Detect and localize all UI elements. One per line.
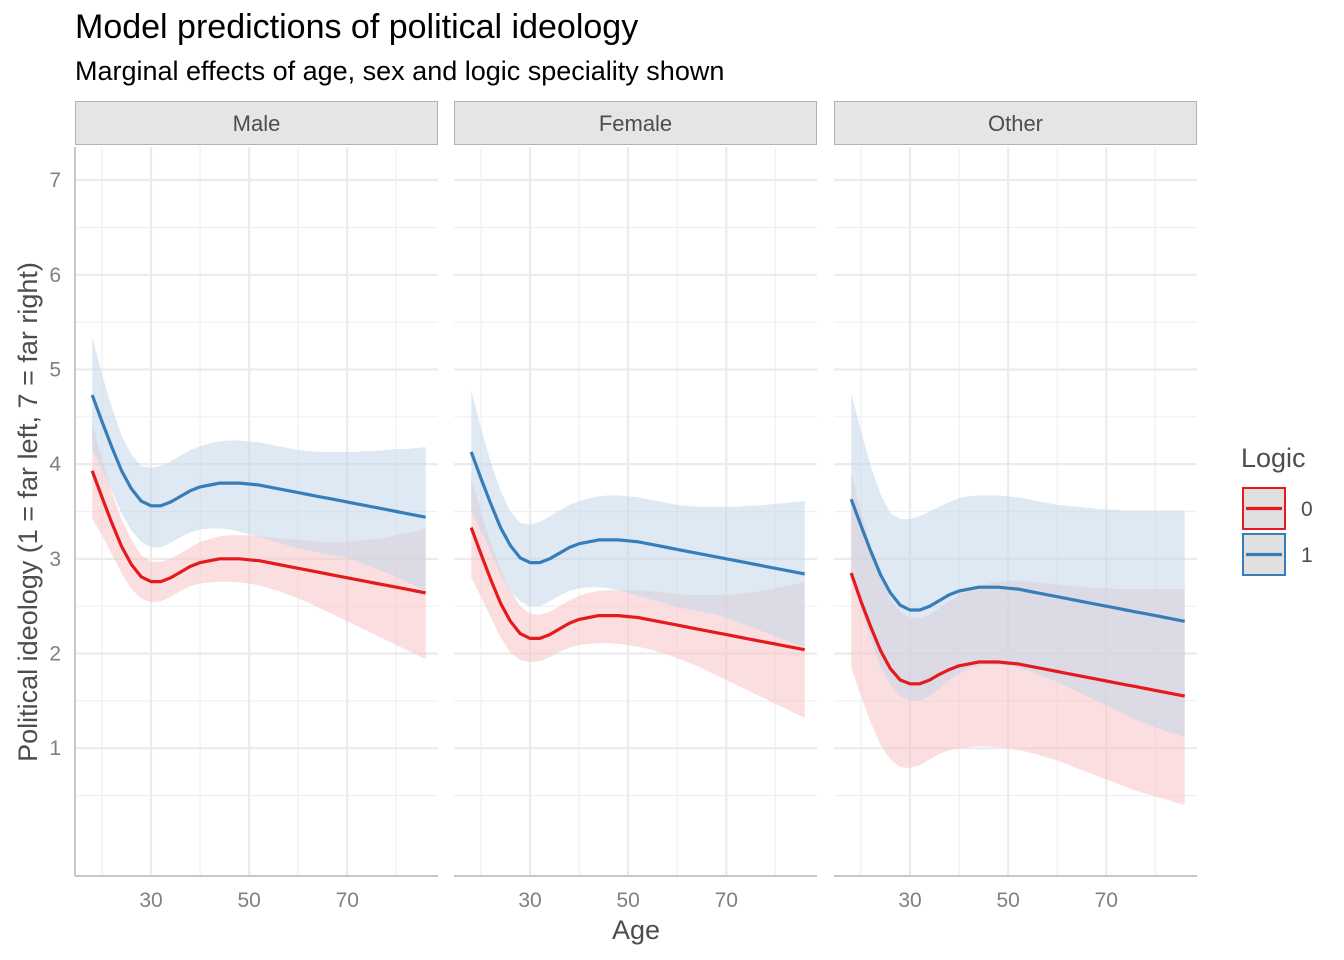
facet-strip-label: Male bbox=[233, 111, 281, 136]
ribbon-logic-0 bbox=[471, 478, 805, 718]
legend-label: 0 bbox=[1301, 498, 1313, 521]
ribbon-logic-1 bbox=[471, 390, 805, 648]
facet-panel-other: Other 30 50 70 bbox=[834, 101, 1197, 912]
x-tick-label: 70 bbox=[715, 889, 738, 912]
x-tick-label: 70 bbox=[1095, 889, 1118, 912]
ribbon-logic-1 bbox=[92, 336, 426, 591]
y-tick-label: 4 bbox=[49, 453, 61, 476]
facet-strip bbox=[75, 101, 438, 145]
facet-panel-male: Male 30 50 70 1 2 3 4 5 6 7 bbox=[49, 101, 438, 912]
series-line-logic-1 bbox=[849, 498, 1186, 623]
facet-strip-label: Other bbox=[988, 111, 1043, 136]
legend-key-1 bbox=[1242, 533, 1286, 576]
series-line-logic-1 bbox=[90, 394, 427, 519]
series-line-logic-0 bbox=[469, 527, 806, 652]
facet-panel-female: Female 30 50 70 bbox=[454, 101, 817, 912]
x-tick-label: 30 bbox=[518, 889, 541, 912]
y-tick-label: 6 bbox=[49, 264, 61, 287]
legend-key-0 bbox=[1242, 487, 1286, 530]
legend-title: Logic bbox=[1241, 443, 1306, 473]
x-axis-title: Age bbox=[612, 915, 660, 945]
ribbon-logic-0 bbox=[92, 421, 426, 660]
y-tick-label: 1 bbox=[49, 737, 61, 760]
chart-subtitle: Marginal effects of age, sex and logic s… bbox=[75, 56, 724, 86]
series-line-logic-0 bbox=[849, 572, 1186, 698]
x-tick-label: 30 bbox=[898, 889, 921, 912]
facet-strip bbox=[834, 101, 1197, 145]
ribbon-logic-1 bbox=[851, 393, 1185, 737]
series-line-logic-0 bbox=[90, 470, 427, 595]
y-tick-label: 7 bbox=[49, 169, 61, 192]
series-line-logic-1 bbox=[469, 451, 806, 576]
x-tick-label: 50 bbox=[996, 889, 1019, 912]
facet-strip bbox=[454, 101, 817, 145]
x-tick-label: 70 bbox=[336, 889, 359, 912]
facet-panels: Male 30 50 70 1 2 3 4 5 6 7 Female 30 50 70 Other 30 50 70 bbox=[49, 101, 1197, 912]
y-axis-title: Political ideology (1 = far left, 7 = fa… bbox=[13, 262, 43, 762]
chart-title: Model predictions of political ideology bbox=[75, 8, 638, 46]
x-tick-label: 50 bbox=[237, 889, 260, 912]
facet-strip-label: Female bbox=[599, 111, 672, 136]
legend: Logic 0 1 bbox=[1241, 443, 1313, 576]
x-tick-label: 50 bbox=[616, 889, 639, 912]
legend-label: 1 bbox=[1301, 544, 1313, 567]
y-tick-label: 3 bbox=[49, 548, 61, 571]
y-tick-label: 5 bbox=[49, 358, 61, 381]
x-tick-label: 30 bbox=[139, 889, 162, 912]
y-tick-label: 2 bbox=[49, 643, 61, 666]
